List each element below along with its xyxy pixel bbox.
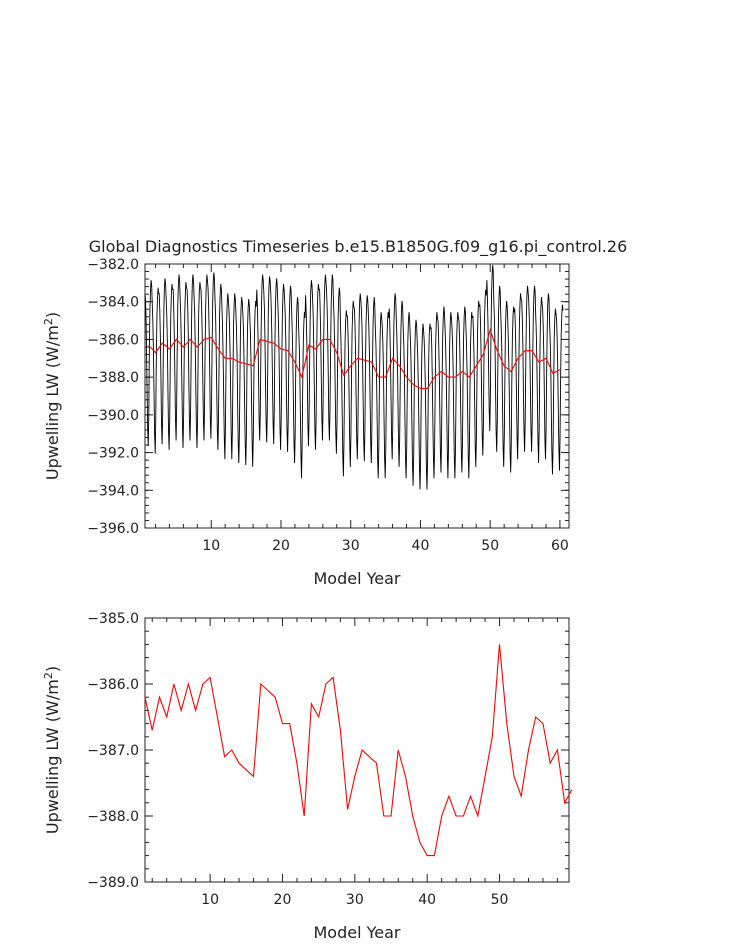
y-tick-label: −386.0 — [87, 677, 139, 693]
chart-bottom: 10 20 30 40 50 −385.0 −386.0 −387.0 −388.0 −389.0… — [42, 611, 573, 942]
x-tick-label: 50 — [481, 538, 499, 554]
monthly-series-line — [144, 265, 564, 490]
y-tick-label: −387.0 — [87, 743, 139, 759]
x-tick-label: 40 — [418, 892, 436, 908]
y-tick-label: −392.0 — [87, 446, 139, 462]
x-tick-label: 20 — [272, 538, 290, 554]
y-tick-label: −394.0 — [87, 483, 139, 499]
y-tick-label: −382.0 — [87, 257, 139, 273]
x-tick-label: 10 — [202, 538, 220, 554]
plot-frame-top — [144, 263, 570, 529]
y-tick-label: −389.0 — [87, 875, 139, 891]
series-group-top — [144, 265, 564, 490]
x-axis-label-bottom: Model Year — [314, 923, 401, 942]
y-axis-label-top: Upwelling LW (W/m2) — [42, 312, 62, 480]
series-group-bottom — [144, 644, 573, 857]
x-tick-label: 40 — [412, 538, 430, 554]
x-tick-label: 30 — [342, 538, 360, 554]
y-tick-label: −396.0 — [87, 521, 139, 537]
chart-title: Global Diagnostics Timeseries b.e15.B185… — [89, 237, 628, 257]
y-tick-label: −388.0 — [87, 809, 139, 825]
y-axis-label-sup: 2 — [42, 318, 55, 325]
y-tick-label: −388.0 — [87, 370, 139, 386]
x-tick-label: 10 — [201, 892, 219, 908]
annual-mean-series-line — [144, 644, 573, 857]
annual-mean-series-line — [148, 328, 561, 390]
x-axis-label-top: Model Year — [314, 569, 401, 588]
x-tick-label: 30 — [346, 892, 364, 908]
y-tick-label: −390.0 — [87, 408, 139, 424]
tick-group-top: 10 20 30 40 50 60 −382.0 −384.0 −386.0 −388.0 −390… — [87, 257, 569, 554]
chart-top: Global Diagnostics Timeseries b.e15.B185… — [42, 237, 627, 588]
tick-group-bottom: 10 20 30 40 50 −385.0 −386.0 −387.0 −388.0 −389.0 — [87, 611, 569, 908]
plot-frame-bottom — [144, 617, 570, 883]
y-tick-label: −386.0 — [87, 332, 139, 348]
y-axis-label-text: Upwelling LW (W/m — [43, 325, 62, 480]
y-axis-label-bottom: Upwelling LW (W/m2) — [42, 666, 62, 834]
y-tick-label: −384.0 — [87, 295, 139, 311]
y-axis-label-text: Upwelling LW (W/m — [43, 679, 62, 834]
y-tick-label: −385.0 — [87, 611, 139, 627]
x-tick-label: 50 — [491, 892, 509, 908]
y-axis-label-close: ) — [43, 666, 62, 672]
x-tick-label: 60 — [551, 538, 569, 554]
y-axis-label-sup: 2 — [42, 672, 55, 679]
y-axis-label-close: ) — [43, 312, 62, 318]
x-tick-label: 20 — [274, 892, 292, 908]
